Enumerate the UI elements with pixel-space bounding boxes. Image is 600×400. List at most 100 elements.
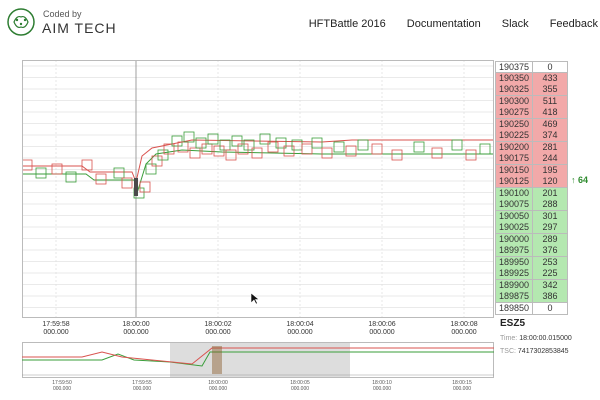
header: Coded by AIM TECH HFTBattle 2016 Documen… xyxy=(0,0,600,50)
order-marker xyxy=(163,143,175,155)
order-marker xyxy=(465,149,477,161)
mouse-pointer-icon xyxy=(250,292,260,305)
nav-feedback[interactable]: Feedback xyxy=(549,18,598,30)
ladder-quantity: 244 xyxy=(533,153,568,165)
tsc-readout: TSC: 7417302853845 xyxy=(500,348,598,355)
ladder-quantity: 511 xyxy=(533,95,568,108)
ladder-row: 189925 225 xyxy=(495,268,568,280)
order-marker xyxy=(22,159,33,171)
x-tick-subseconds: 000.000 xyxy=(287,329,313,336)
ladder-price: 190250 xyxy=(495,118,533,131)
ladder-row: 190100 201 xyxy=(495,187,568,200)
order-marker xyxy=(157,149,169,161)
order-marker xyxy=(237,143,249,155)
nav-slack[interactable]: Slack xyxy=(501,18,529,30)
order-marker xyxy=(275,137,287,149)
ladder-price: 190100 xyxy=(495,187,533,200)
ladder-row: 190250 469 xyxy=(495,118,568,131)
order-marker xyxy=(207,133,219,145)
order-marker xyxy=(51,163,63,175)
minimap-ask-line xyxy=(22,347,494,365)
minimap-tick-time: 18:00:05 xyxy=(290,380,310,386)
minimap-viewport[interactable] xyxy=(170,343,350,377)
minimap-tick-subseconds: 000.000 xyxy=(208,386,228,392)
nav-hftbattle[interactable]: HFTBattle 2016 xyxy=(308,18,386,30)
order-book-chart[interactable] xyxy=(22,60,494,318)
order-marker xyxy=(219,139,231,151)
order-marker xyxy=(177,141,189,153)
ladder-price: 189900 xyxy=(495,279,533,292)
order-marker xyxy=(171,135,183,147)
horizontal-gridlines xyxy=(22,65,494,308)
x-tick-subseconds: 000.000 xyxy=(123,329,149,336)
x-tick-time: 18:00:08 xyxy=(450,321,478,328)
ladder-row: 190225 374 xyxy=(495,130,568,142)
chart-canvas[interactable] xyxy=(22,60,494,318)
ladder-quantity: 0 xyxy=(533,302,568,315)
ladder-quantity: 469 xyxy=(533,118,568,131)
order-marker xyxy=(251,147,263,159)
ladder-price: 190125 xyxy=(495,176,533,188)
ladder-quantity: 433 xyxy=(533,72,568,85)
minimap-tick-time: 17:59:55 xyxy=(132,380,152,386)
order-marker xyxy=(333,141,345,153)
minimap-tick-label: 17:59:55 000.000 xyxy=(125,380,159,392)
ladder-row: 190275 418 xyxy=(495,107,568,119)
ladder-price: 190075 xyxy=(495,199,533,211)
ladder-price: 190150 xyxy=(495,164,533,177)
ladder-price: 189925 xyxy=(495,268,533,280)
x-tick-subseconds: 000.000 xyxy=(43,329,69,336)
minimap-tick-subseconds: 000.000 xyxy=(52,386,72,392)
ladder-quantity: 289 xyxy=(533,233,568,246)
minimap-tick-time: 18:00:10 xyxy=(372,380,392,386)
instrument-info: ESZ5 Time: 18:00:00.015000 TSC: 74173028… xyxy=(500,318,598,355)
ladder-row: 190025 297 xyxy=(495,222,568,234)
nav-documentation[interactable]: Documentation xyxy=(406,18,481,30)
time-label: Time: xyxy=(500,335,518,342)
minimap-tick-time: 18:00:15 xyxy=(452,380,472,386)
x-tick-time: 18:00:04 xyxy=(286,321,314,328)
ladder-price: 190375 xyxy=(495,61,533,73)
x-tick-time: 18:00:02 xyxy=(204,321,232,328)
minimap-canvas[interactable] xyxy=(22,342,494,378)
ladder-quantity: 297 xyxy=(533,222,568,234)
chart-border xyxy=(22,60,494,318)
ladder-quantity: 418 xyxy=(533,107,568,119)
spread-indicator: ↑ 64 xyxy=(571,175,589,185)
ladder-row: 190175 244 xyxy=(495,153,568,165)
ladder-price: 189950 xyxy=(495,256,533,269)
logo-tagline: Coded by xyxy=(43,9,82,19)
time-value: 18:00:00.015000 xyxy=(519,335,572,342)
minimap-tick-subseconds: 000.000 xyxy=(372,386,392,392)
order-marker xyxy=(95,173,107,185)
minimap-tick-label: 18:00:15 000.000 xyxy=(445,380,479,392)
ladder-quantity: 225 xyxy=(533,268,568,280)
ladder-price: 190175 xyxy=(495,153,533,165)
minimap-tick-label: 18:00:10 000.000 xyxy=(365,380,399,392)
order-marker xyxy=(259,133,271,145)
order-marker xyxy=(451,139,463,151)
order-marker xyxy=(243,139,255,151)
order-marker xyxy=(113,167,125,179)
timeline-minimap[interactable] xyxy=(22,342,494,378)
ladder-price: 189850 xyxy=(495,302,533,315)
logo-name: AIM TECH xyxy=(42,20,117,36)
order-marker xyxy=(283,145,295,157)
order-marker xyxy=(345,145,357,157)
minimap-tick-label: 17:59:50 000.000 xyxy=(45,380,79,392)
ladder-price: 190300 xyxy=(495,95,533,108)
order-marker xyxy=(321,147,333,159)
trade-spike xyxy=(134,178,138,196)
ladder-price: 189875 xyxy=(495,291,533,303)
ladder-row: 189900 342 xyxy=(495,279,568,292)
minimap-tick-time: 18:00:00 xyxy=(208,380,228,386)
ladder-quantity: 376 xyxy=(533,245,568,257)
ladder-price: 190275 xyxy=(495,107,533,119)
minimap-volume-burst xyxy=(212,346,222,374)
x-tick-subseconds: 000.000 xyxy=(451,329,477,336)
ladder-row: 190375 0 xyxy=(495,61,568,73)
order-marker xyxy=(151,155,163,167)
ladder-price: 190200 xyxy=(495,141,533,154)
ladder-row: 190000 289 xyxy=(495,233,568,246)
ladder-quantity: 288 xyxy=(533,199,568,211)
